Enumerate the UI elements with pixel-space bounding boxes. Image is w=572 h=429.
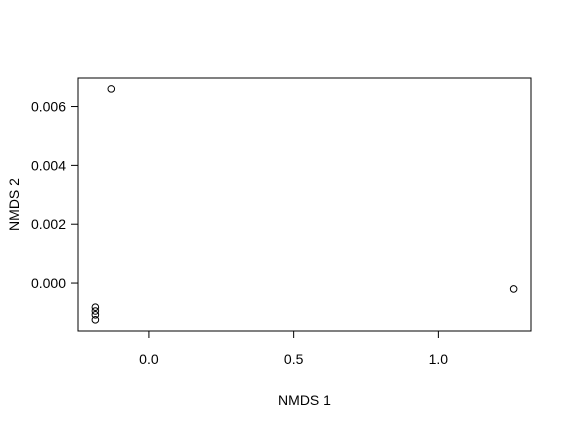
data-point: [91, 307, 100, 315]
plot-frame: [77, 77, 532, 332]
x-tick-label: 0.5: [284, 351, 304, 367]
y-axis-label: NMDS 2: [6, 178, 22, 231]
data-point: [91, 311, 100, 319]
data-point: [509, 285, 518, 293]
y-tick-label: 0.000: [31, 275, 66, 291]
data-point: [91, 316, 100, 324]
x-axis-label: NMDS 1: [278, 392, 331, 408]
x-tick-label: 1.0: [429, 351, 449, 367]
y-tick-label: 0.004: [31, 157, 66, 173]
y-axis: 0.000 0.002 0.004 0.006: [31, 99, 79, 291]
y-tick-label: 0.002: [31, 216, 66, 232]
x-tick-label: 0.0: [139, 351, 159, 367]
data-points: [91, 85, 518, 324]
x-axis: 0.0 0.5 1.0: [139, 330, 449, 367]
y-tick-label: 0.006: [31, 99, 66, 115]
data-point: [107, 85, 116, 93]
data-point: [91, 303, 100, 311]
